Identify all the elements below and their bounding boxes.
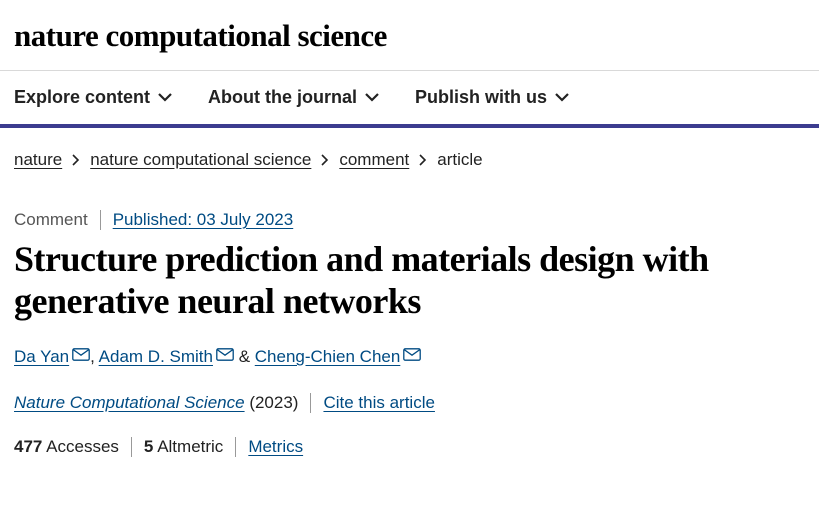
metrics-link[interactable]: Metrics [248,437,303,457]
chevron-down-icon [365,93,379,102]
article-meta: Comment Published: 03 July 2023 [0,170,819,230]
accesses-label: Accesses [46,437,119,456]
altmetric-stat: 5 Altmetric [144,437,223,457]
cite-article-link[interactable]: Cite this article [323,393,434,413]
journal-ref-inline: Nature Computational Science (2023) [14,393,298,413]
nav-publish-label: Publish with us [415,87,547,108]
mail-icon[interactable] [72,348,90,361]
chevron-down-icon [158,93,172,102]
mail-icon[interactable] [403,348,421,361]
chevron-right-icon [321,154,329,166]
altmetric-count: 5 [144,437,153,456]
breadcrumb-link[interactable]: nature [14,150,62,170]
chevron-right-icon [72,154,80,166]
divider [310,393,311,413]
altmetric-label: Altmetric [157,437,223,456]
divider [131,437,132,457]
chevron-down-icon [555,93,569,102]
main-nav-wrap: Explore content About the journal Publis… [0,70,819,128]
nav-explore-content[interactable]: Explore content [14,87,172,108]
article-metrics-row: 477 Accesses 5 Altmetric Metrics [0,413,819,471]
accesses-stat: 477 Accesses [14,437,119,457]
author-separator: , [90,347,99,366]
mail-icon[interactable] [216,348,234,361]
accesses-count: 477 [14,437,42,456]
published-date-link[interactable]: Published: 03 July 2023 [113,210,294,230]
nav-explore-label: Explore content [14,87,150,108]
author-separator: & [234,347,255,366]
journal-reference: Nature Computational Science (2023) Cite… [0,367,819,413]
breadcrumb-link[interactable]: nature computational science [90,150,311,170]
article-title: Structure prediction and materials desig… [0,230,819,323]
breadcrumb-link[interactable]: comment [339,150,409,170]
breadcrumb: nature nature computational science comm… [0,128,819,170]
breadcrumb-current: article [437,150,482,170]
nav-about-journal[interactable]: About the journal [208,87,379,108]
journal-year: (2023) [249,393,298,412]
journal-brand[interactable]: nature computational science [0,0,819,70]
author-link[interactable]: Adam D. Smith [99,347,213,366]
journal-name-link[interactable]: Nature Computational Science [14,393,245,412]
article-type: Comment [14,210,88,230]
authors-list: Da Yan, Adam D. Smith & Cheng-Chien Chen [0,323,819,367]
divider [235,437,236,457]
author-link[interactable]: Da Yan [14,347,69,366]
nav-about-label: About the journal [208,87,357,108]
nav-publish-with-us[interactable]: Publish with us [415,87,569,108]
author-link[interactable]: Cheng-Chien Chen [255,347,401,366]
main-nav: Explore content About the journal Publis… [0,71,819,124]
divider [100,210,101,230]
chevron-right-icon [419,154,427,166]
